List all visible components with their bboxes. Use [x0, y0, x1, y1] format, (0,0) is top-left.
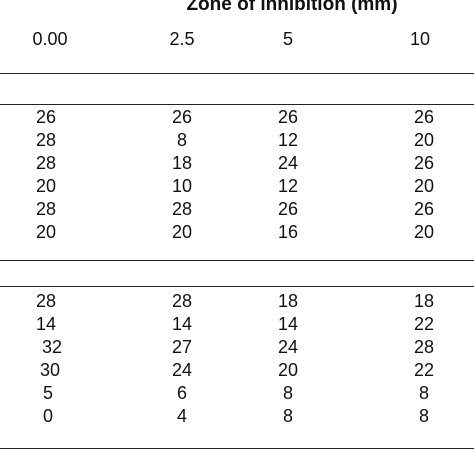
table-cell: 14 — [35, 314, 57, 334]
table-cell: 12 — [277, 130, 299, 150]
table-cell: 26 — [35, 107, 57, 127]
divider-line — [0, 73, 474, 74]
table-cell: 26 — [277, 107, 299, 127]
table-cell: 26 — [171, 107, 193, 127]
table-cell: 14 — [277, 314, 299, 334]
table-cell: 28 — [413, 337, 435, 357]
table-cell: 8 — [418, 406, 429, 426]
table-row: 28 18 24 26 — [0, 152, 474, 174]
table-cell: 26 — [413, 107, 435, 127]
table-cell: 24 — [277, 153, 299, 173]
table-cell: 16 — [277, 222, 299, 242]
table-cell: 8 — [418, 383, 429, 403]
divider-line — [0, 286, 474, 287]
table-cell: 8 — [282, 383, 293, 403]
table-cell: 22 — [413, 360, 435, 380]
column-header-row: 0.00 2.5 5 10 — [0, 28, 474, 50]
table-cell: 24 — [277, 337, 299, 357]
table-cell: 27 — [171, 337, 193, 357]
divider-line — [0, 448, 474, 449]
table-cell: 26 — [413, 153, 435, 173]
table-cell: 28 — [35, 199, 57, 219]
table-cell: 18 — [413, 291, 435, 311]
table-cell: 14 — [171, 314, 193, 334]
table-cell: 30 — [39, 360, 61, 380]
table-cell: 28 — [35, 153, 57, 173]
column-header: 10 — [409, 29, 431, 49]
table-cell: 28 — [171, 199, 193, 219]
table-cell: 8 — [282, 406, 293, 426]
table-cell: 20 — [277, 360, 299, 380]
table-cell: 26 — [413, 199, 435, 219]
table-cell: 24 — [171, 360, 193, 380]
table-cell: 28 — [35, 291, 57, 311]
table-cell: 12 — [277, 176, 299, 196]
table-cell: 5 — [42, 383, 53, 403]
table-cell: 28 — [171, 291, 193, 311]
table-row: 28 28 18 18 — [0, 290, 474, 312]
table-row: 28 8 12 20 — [0, 129, 474, 151]
divider-line — [0, 260, 474, 261]
table-row: 26 26 26 26 — [0, 106, 474, 128]
column-header: 2.5 — [169, 29, 195, 49]
table-cell: 20 — [35, 176, 57, 196]
table-cell: 20 — [413, 130, 435, 150]
table-cell: 20 — [413, 176, 435, 196]
table-cell: 32 — [41, 337, 63, 357]
table-row: 28 28 26 26 — [0, 198, 474, 220]
table-row: 20 10 12 20 — [0, 175, 474, 197]
table-cell: 6 — [176, 383, 187, 403]
table-title: Zone of inhibition (mm) — [186, 0, 398, 15]
divider-line — [0, 104, 474, 105]
table-row: 0 4 8 8 — [0, 405, 474, 427]
table-cell: 20 — [35, 222, 57, 242]
table-cell: 10 — [171, 176, 193, 196]
table-cell: 18 — [277, 291, 299, 311]
table-cell: 20 — [413, 222, 435, 242]
table-cell: 20 — [171, 222, 193, 242]
table-cell: 18 — [171, 153, 193, 173]
column-header: 0.00 — [32, 29, 68, 49]
table-cell: 22 — [413, 314, 435, 334]
table-row: 30 24 20 22 — [0, 359, 474, 381]
table-row: 20 20 16 20 — [0, 221, 474, 243]
column-header: 5 — [282, 29, 293, 49]
table-cell: 28 — [35, 130, 57, 150]
table-cell: 0 — [42, 406, 53, 426]
table-cell: 26 — [277, 199, 299, 219]
table-cell: 4 — [176, 406, 187, 426]
table-cell: 8 — [176, 130, 187, 150]
table-row: 32 27 24 28 — [0, 336, 474, 358]
table-row: 5 6 8 8 — [0, 382, 474, 404]
table-row: 14 14 14 22 — [0, 313, 474, 335]
